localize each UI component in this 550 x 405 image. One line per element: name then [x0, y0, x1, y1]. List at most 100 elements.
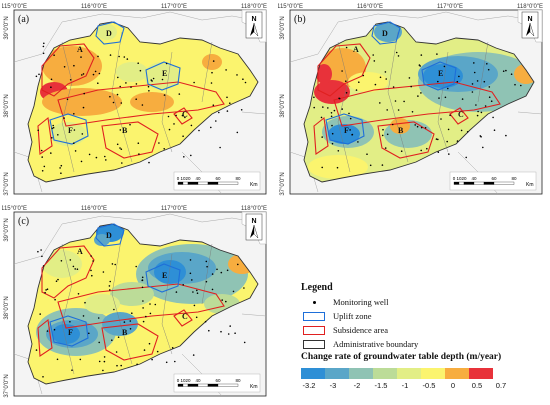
monitoring-well — [182, 135, 184, 137]
monitoring-well — [345, 80, 347, 82]
monitoring-well — [137, 142, 140, 144]
monitoring-well — [337, 150, 340, 152]
monitoring-well — [163, 94, 166, 96]
surface-patch — [42, 88, 122, 116]
monitoring-well — [384, 147, 387, 149]
zone-label: E — [162, 271, 167, 280]
monitoring-well — [444, 96, 447, 99]
monitoring-well — [322, 106, 324, 108]
monitoring-well — [476, 80, 479, 82]
scale-bar-segment — [187, 383, 199, 387]
monitoring-well — [403, 100, 405, 103]
longitude-label: 115°0'0"E — [2, 206, 27, 212]
monitoring-well — [221, 299, 223, 301]
zone-label: F — [344, 126, 349, 135]
monitoring-well — [149, 303, 151, 305]
latitude-label: 39°0'0"N — [280, 16, 286, 39]
colorbar-tick-label: -1 — [401, 381, 409, 390]
panel-label: (c) — [18, 216, 29, 227]
monitoring-well — [419, 65, 421, 67]
colorbar-tick-label: -3.2 — [302, 381, 316, 390]
monitoring-well — [505, 69, 507, 72]
scale-bar-tick: 0 — [453, 176, 456, 181]
monitoring-well — [119, 85, 121, 88]
monitoring-well — [420, 54, 423, 56]
monitoring-well — [42, 45, 45, 48]
scale-bar: 0 10 20 40 60 80 Km — [449, 171, 537, 191]
monitoring-well — [355, 89, 358, 91]
monitoring-well — [456, 80, 459, 83]
scale-bar-segment — [177, 383, 184, 387]
monitoring-well — [102, 369, 104, 372]
monitoring-well — [148, 342, 151, 345]
surface-patch — [50, 122, 86, 146]
scale-bar-tick: 0 — [177, 176, 180, 181]
monitoring-well — [193, 304, 196, 307]
monitoring-well — [219, 146, 221, 149]
monitoring-well — [102, 271, 105, 273]
north-label: N — [527, 16, 532, 23]
monitoring-well — [178, 93, 181, 95]
monitoring-well — [69, 79, 72, 81]
monitoring-well — [135, 265, 137, 268]
zone-label: C — [182, 110, 188, 119]
monitoring-well — [98, 360, 101, 363]
latitude-label: 39°0'0"N — [4, 16, 10, 39]
subsidence-area — [313, 116, 329, 155]
monitoring-well — [111, 263, 114, 265]
monitoring-well — [381, 164, 384, 166]
monitoring-well — [420, 126, 423, 129]
monitoring-well — [57, 134, 59, 136]
monitoring-well — [73, 113, 75, 115]
scale-bar-tick: 80 — [511, 176, 517, 181]
zone-label: A — [77, 45, 83, 54]
monitoring-well — [37, 250, 39, 253]
monitoring-well — [174, 360, 176, 363]
map-panel-a: A B C D E F (a) 115°0'0"E 116°0'0"E 117°0'0"E 118°… — [2, 2, 272, 200]
subsidence-area — [41, 245, 95, 299]
monitoring-well — [129, 328, 132, 330]
monitoring-well — [447, 87, 449, 90]
monitoring-well — [473, 71, 476, 74]
monitoring-well — [148, 161, 150, 164]
zone-label: B — [122, 328, 128, 337]
monitoring-well — [41, 170, 44, 172]
monitoring-well — [139, 69, 142, 72]
monitoring-well — [82, 315, 85, 317]
province-boundary — [13, 11, 267, 63]
scale-bar-segment — [453, 181, 460, 185]
zone-label: E — [162, 69, 167, 78]
monitoring-well — [171, 347, 174, 349]
monitoring-well — [91, 274, 93, 277]
monitoring-well — [141, 276, 144, 279]
scale-bar-tick: 10 — [180, 176, 186, 181]
monitoring-well — [193, 81, 195, 84]
scale-bar-tick: 40 — [471, 176, 477, 181]
subsidence-area — [57, 283, 225, 329]
monitoring-well — [448, 153, 450, 155]
monitoring-well — [460, 129, 463, 132]
monitoring-well — [438, 97, 440, 99]
monitoring-well — [366, 153, 368, 155]
monitoring-well — [490, 100, 493, 102]
monitoring-well — [488, 86, 491, 88]
monitoring-well — [43, 165, 46, 168]
north-label: N — [251, 218, 256, 225]
monitoring-well — [226, 96, 228, 99]
monitoring-well — [137, 62, 139, 64]
surface-patch — [308, 155, 368, 179]
scale-bar-unit: Km — [250, 182, 258, 188]
monitoring-well — [348, 112, 350, 115]
monitoring-well — [120, 148, 123, 150]
monitoring-well — [313, 106, 315, 109]
monitoring-well — [143, 349, 146, 351]
monitoring-well — [488, 96, 491, 98]
monitoring-well — [520, 84, 522, 87]
monitoring-well-icon — [303, 298, 325, 307]
monitoring-well — [465, 156, 467, 159]
monitoring-well — [116, 93, 119, 96]
monitoring-well — [189, 259, 192, 261]
monitoring-well — [94, 70, 97, 73]
longitude-label: 117°0'0"E — [437, 4, 463, 10]
monitoring-well — [109, 95, 111, 98]
